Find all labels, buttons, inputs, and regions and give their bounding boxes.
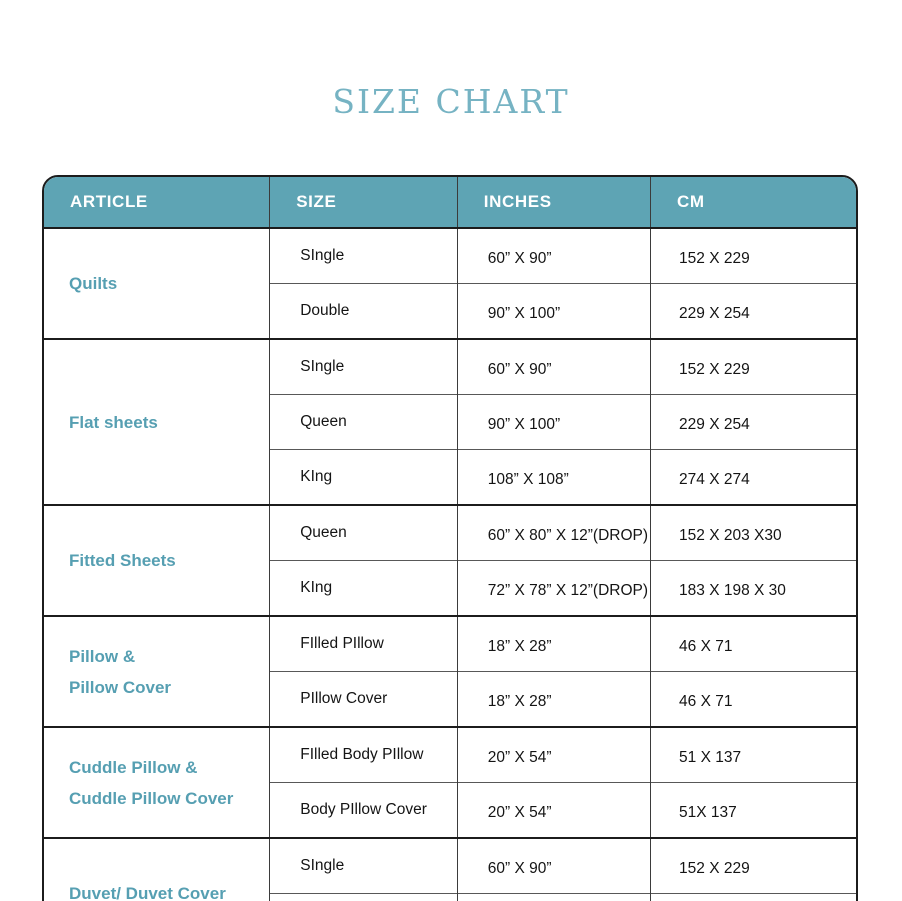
inches-cell: 60” X 90” xyxy=(456,837,651,894)
inches-cell: 18” X 28” xyxy=(456,615,651,672)
size-cell: Double xyxy=(269,893,458,901)
inches-cell: 60” X 90” xyxy=(456,338,651,395)
cm-cell: 152 X 229 xyxy=(650,837,856,894)
article-label: Quilts xyxy=(69,274,118,293)
article-cell-fitted-sheets: Fitted Sheets xyxy=(44,504,270,616)
table-row: Cuddle Pillow & Cuddle Pillow Cover FIll… xyxy=(44,726,856,838)
article-cell-duvet: Duvet/ Duvet Cover xyxy=(44,837,270,901)
column-header-inches: INCHES xyxy=(456,177,651,229)
article-label: Fitted Sheets xyxy=(69,551,176,570)
article-label: Cuddle Pillow Cover xyxy=(69,788,234,808)
article-cell-quilts: Quilts xyxy=(44,227,270,339)
table-row: Fitted Sheets Queen 60” X 80” X 12”(DROP… xyxy=(44,504,856,616)
cm-cell: 229 X 254 xyxy=(650,283,856,339)
table-row: KIng 72” X 78” X 12”(DROP) 183 X 198 X 3… xyxy=(44,560,856,616)
table-row: PIllow Cover 18” X 28” 46 X 71 xyxy=(44,671,856,727)
table-row: Body PIllow Cover 20” X 54” 51X 137 xyxy=(44,782,856,838)
article-label: Pillow & xyxy=(69,646,136,666)
table-row: Duvet/ Duvet Cover SIngle 60” X 90” 152 … xyxy=(44,837,856,901)
table-row: KIng 108” X 108” 274 X 274 xyxy=(44,449,856,505)
size-chart-table: ARTICLE SIZE INCHES CM Quilts SIngle 60”… xyxy=(44,177,856,901)
article-label: Pillow Cover xyxy=(69,677,172,697)
size-cell: SIngle xyxy=(269,837,458,894)
column-header-cm: CM xyxy=(650,177,856,229)
cm-cell: 229 X 254 xyxy=(650,394,856,450)
table-row: Flat sheets SIngle 60” X 90” 152 X 229 xyxy=(44,338,856,505)
cm-cell: 274 X 274 xyxy=(650,449,856,505)
column-header-article: ARTICLE xyxy=(44,177,270,229)
page-title: SIZE CHART xyxy=(332,82,570,121)
article-label: Flat sheets xyxy=(69,412,158,432)
cm-cell: 51X 137 xyxy=(650,782,856,838)
article-cell-flat-sheets: Flat sheets xyxy=(44,338,270,505)
article-label: Cuddle Pillow & xyxy=(69,757,198,777)
inches-cell: 20” X 54” xyxy=(456,726,651,783)
article-label: Duvet/ Duvet Cover xyxy=(69,884,226,901)
table-header-row: ARTICLE SIZE INCHES CM xyxy=(44,177,856,229)
inches-cell: 18” X 28” xyxy=(456,671,651,727)
column-header-size: SIZE xyxy=(269,177,458,229)
inches-cell: 20” X 54” xyxy=(456,782,651,838)
cm-cell: 229 X 254 xyxy=(650,893,856,901)
table-row: Double 90” X 100” 229 X 254 xyxy=(44,893,856,901)
size-cell: Queen xyxy=(269,504,458,561)
table-row: Pillow & Pillow Cover FIlled PIllow 18” … xyxy=(44,615,856,727)
cm-cell: 152 X 229 xyxy=(650,338,856,395)
cm-cell: 152 X 203 X30 xyxy=(650,504,856,561)
article-cell-cuddle-pillow: Cuddle Pillow & Cuddle Pillow Cover xyxy=(44,726,270,838)
inches-cell: 60” X 80” X 12”(DROP) xyxy=(456,504,651,561)
size-cell: PIllow Cover xyxy=(269,671,458,727)
cm-cell: 46 X 71 xyxy=(650,615,856,672)
size-cell: FIlled PIllow xyxy=(269,615,458,672)
inches-cell: 108” X 108” xyxy=(456,449,651,505)
size-cell: SIngle xyxy=(269,338,458,395)
table-row: Double 90” X 100” 229 X 254 xyxy=(44,283,856,339)
size-cell: Queen xyxy=(269,394,458,450)
table-row: Quilts SIngle 60” X 90” 152 X 229 xyxy=(44,227,856,339)
inches-cell: 90” X 100” xyxy=(456,283,651,339)
cm-cell: 46 X 71 xyxy=(650,671,856,727)
size-chart-table-container: ARTICLE SIZE INCHES CM Quilts SIngle 60”… xyxy=(42,175,858,901)
size-cell: KIng xyxy=(269,449,458,505)
inches-cell: 90” X 100” xyxy=(456,893,651,901)
size-cell: SIngle xyxy=(269,227,458,284)
cm-cell: 51 X 137 xyxy=(650,726,856,783)
inches-cell: 72” X 78” X 12”(DROP) xyxy=(456,560,651,616)
inches-cell: 60” X 90” xyxy=(456,227,651,284)
size-cell: Body PIllow Cover xyxy=(269,782,458,838)
cm-cell: 183 X 198 X 30 xyxy=(650,560,856,616)
inches-cell: 90” X 100” xyxy=(456,394,651,450)
size-cell: Double xyxy=(269,283,458,339)
size-cell: FIlled Body PIllow xyxy=(269,726,458,783)
size-cell: KIng xyxy=(269,560,458,616)
table-row: Queen 90” X 100” 229 X 254 xyxy=(44,394,856,450)
article-cell-pillow: Pillow & Pillow Cover xyxy=(44,615,270,727)
cm-cell: 152 X 229 xyxy=(650,227,856,284)
